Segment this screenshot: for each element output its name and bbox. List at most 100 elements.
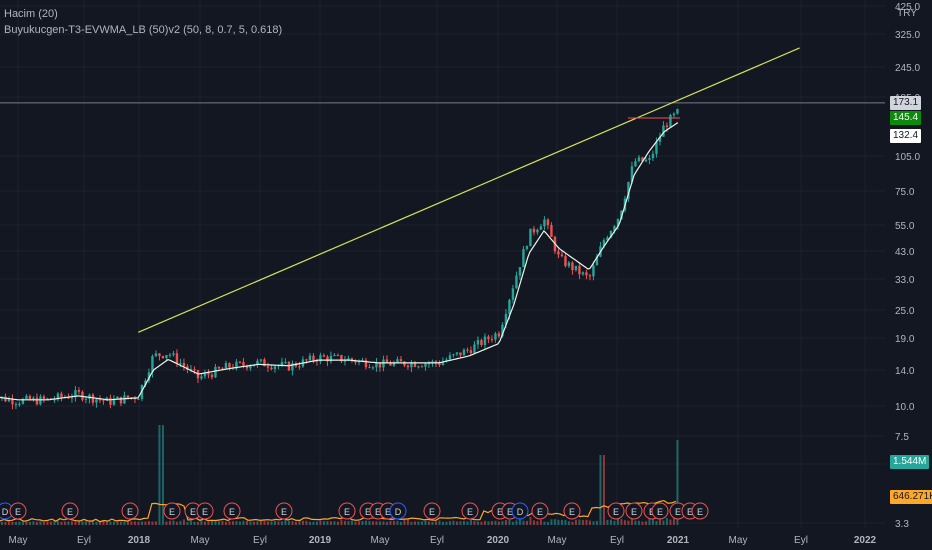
event-marker[interactable]: E — [163, 502, 181, 520]
candle-body — [434, 361, 438, 364]
candle-body — [522, 249, 525, 268]
candle-body — [77, 390, 81, 392]
candle-body — [186, 366, 189, 370]
volume-bar — [210, 520, 213, 525]
candle-body — [242, 361, 245, 366]
event-marker[interactable]: E — [423, 502, 441, 520]
currency-label: TRY — [897, 8, 917, 19]
event-marker[interactable]: E — [651, 502, 669, 520]
volume-bar — [483, 520, 486, 525]
volume-bar — [312, 521, 315, 525]
candle-body — [396, 359, 399, 363]
candle-body — [179, 363, 182, 365]
event-marker-label: E — [169, 507, 175, 517]
volume-bar — [56, 521, 59, 525]
event-marker[interactable]: E — [275, 502, 293, 520]
volume-bar — [130, 521, 133, 525]
candle-body — [172, 353, 175, 355]
volume-bar — [396, 520, 399, 525]
event-marker[interactable]: E — [184, 502, 202, 520]
candle-body — [347, 358, 350, 361]
volume-bar — [644, 521, 647, 525]
event-marker[interactable]: E — [461, 502, 479, 520]
x-tick-label: 2018 — [128, 535, 151, 546]
event-marker[interactable]: E — [625, 502, 643, 520]
event-marker[interactable]: E — [196, 502, 214, 520]
volume-bar — [347, 521, 350, 525]
volume-bar — [144, 521, 147, 525]
candle-body — [333, 355, 336, 357]
candle-body — [7, 398, 11, 402]
candle-body — [665, 125, 669, 127]
candle-body — [56, 393, 60, 400]
volume-bar — [196, 521, 199, 525]
volume-bar — [280, 521, 283, 525]
event-marker-label: E — [657, 507, 663, 517]
candle-body — [581, 272, 585, 275]
candle-body — [501, 324, 504, 337]
event-marker[interactable]: E — [531, 502, 549, 520]
candle-body — [81, 391, 84, 400]
volume-tag: 1.544M — [890, 455, 930, 469]
volume-bar — [459, 521, 462, 525]
volume-bar — [420, 521, 423, 525]
volume-bar — [511, 521, 514, 525]
event-marker[interactable]: D — [511, 502, 529, 520]
event-marker[interactable]: E — [61, 502, 79, 520]
volume-bar — [410, 521, 413, 525]
candle-body — [144, 380, 147, 385]
candle-body — [84, 398, 88, 400]
volume-bar — [137, 521, 140, 525]
candle-body — [410, 362, 413, 368]
ma-white-tag: 132.4 — [890, 129, 922, 143]
volume-bar — [70, 521, 73, 525]
candle-body — [235, 361, 238, 369]
event-marker-label: E — [507, 507, 513, 517]
volume-bar — [504, 520, 507, 525]
volume-bar — [11, 521, 14, 525]
candle-body — [672, 113, 676, 116]
volume-bar — [168, 520, 171, 525]
candle-body — [473, 344, 476, 354]
event-marker-label: E — [281, 507, 287, 517]
candle-body — [546, 219, 550, 226]
volume-bar — [487, 521, 490, 525]
candle-body — [137, 398, 140, 400]
candle-body — [18, 403, 21, 405]
candle-body — [630, 166, 634, 183]
candle-body — [595, 256, 599, 266]
volume-bar — [189, 520, 192, 525]
volume-bar — [448, 521, 451, 525]
event-marker[interactable]: D — [389, 502, 407, 520]
event-marker-label: E — [675, 507, 681, 517]
candle-body — [658, 136, 662, 142]
volume-bar — [532, 520, 535, 525]
volume-bar — [336, 521, 339, 525]
candle-body — [95, 399, 98, 403]
event-marker-label: E — [229, 507, 235, 517]
volume-bar — [333, 521, 336, 525]
candle-body — [571, 262, 574, 271]
volume-bar — [291, 521, 294, 525]
candle-body — [616, 219, 620, 227]
volume-bar — [326, 521, 329, 525]
candle-body — [224, 363, 228, 369]
event-marker[interactable]: E — [607, 502, 625, 520]
volume-bar — [550, 519, 553, 525]
volume-bar — [357, 521, 360, 525]
volume-bar — [599, 455, 602, 525]
event-marker[interactable]: E — [563, 502, 581, 520]
event-marker[interactable]: E — [9, 502, 27, 520]
event-marker[interactable]: E — [338, 502, 356, 520]
volume-bar — [385, 521, 388, 525]
candle-body — [25, 395, 28, 400]
x-tick-label: Eyl — [77, 535, 91, 546]
volume-bar — [221, 520, 224, 525]
candle-body — [606, 237, 609, 241]
candle-body — [567, 262, 571, 267]
event-marker[interactable]: E — [691, 502, 709, 520]
event-marker[interactable]: E — [223, 502, 241, 520]
event-marker[interactable]: E — [121, 502, 139, 520]
candle-body — [511, 288, 515, 300]
